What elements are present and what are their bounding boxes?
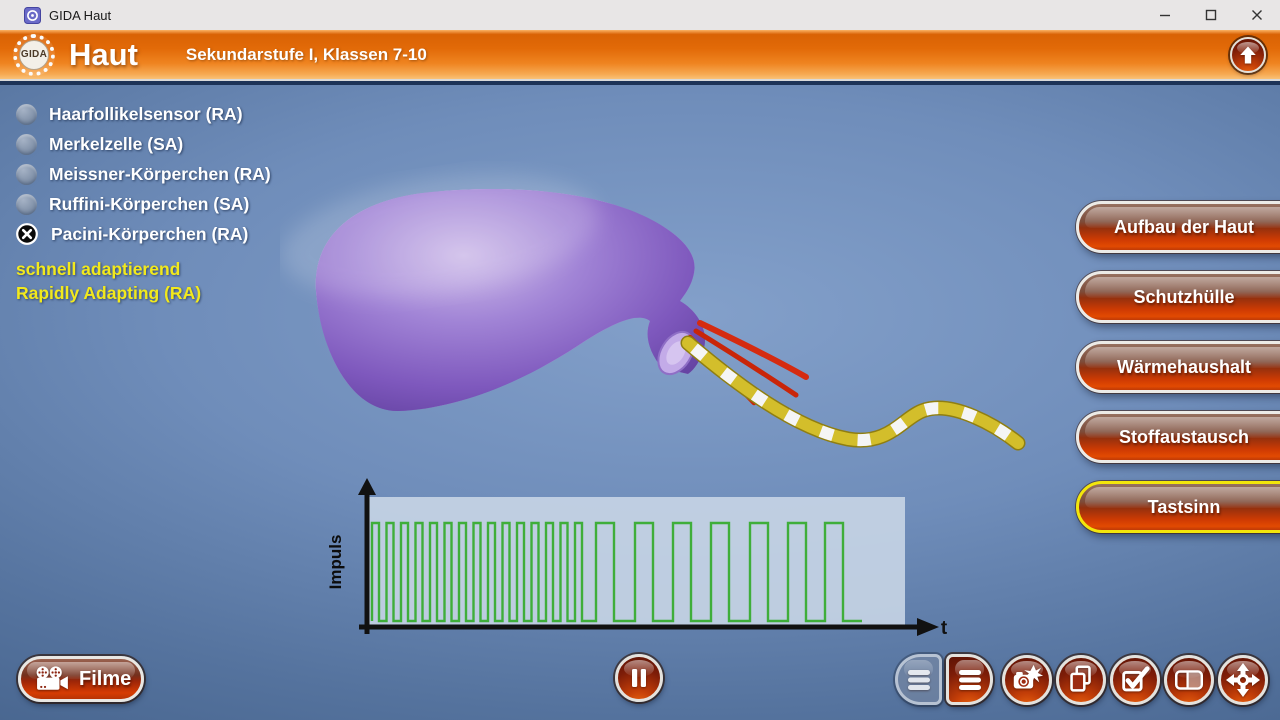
gida-logo-text: GIDA <box>19 39 49 70</box>
menu-bars-icon <box>958 669 981 690</box>
snapshot-button[interactable] <box>1002 654 1052 705</box>
x-axis-label: t <box>941 618 948 639</box>
adaptation-note-en: Rapidly Adapting (RA) <box>16 283 202 303</box>
menu-panel-left-button <box>895 654 942 705</box>
topic-button-w-rmehaushalt[interactable]: Wärmehaushalt <box>1076 341 1280 393</box>
radio-unselected-icon <box>16 103 37 125</box>
receptor-option-label: Pacini-Körperchen (RA) <box>51 223 249 244</box>
impulse-waveform <box>370 521 862 623</box>
topic-button-aufbau-der-haut[interactable]: Aufbau der Haut <box>1076 201 1280 253</box>
adaptation-note: schnell adaptierend Rapidly Adapting (RA… <box>16 257 201 305</box>
filme-button[interactable]: Filme <box>18 656 144 702</box>
x-axis-arrow <box>917 618 939 636</box>
scroll-up-button[interactable] <box>1230 37 1266 73</box>
topic-button-label: Stoffaustausch <box>1118 426 1250 447</box>
adaptation-note-de: schnell adaptierend <box>16 259 181 279</box>
receptor-option-label: Meissner-Körperchen (RA) <box>49 163 271 184</box>
menu-panel-right-button[interactable] <box>946 654 993 705</box>
radio-unselected-icon <box>16 163 37 185</box>
receptor-option-2[interactable]: Merkelzelle (SA) <box>0 129 271 159</box>
up-arrow-icon <box>1240 46 1256 64</box>
topic-button-schutzh-lle[interactable]: Schutzhülle <box>1076 271 1280 323</box>
gida-logo: GIDA <box>13 33 55 76</box>
close-button[interactable] <box>1234 0 1280 30</box>
window-title: GIDA Haut <box>49 7 112 23</box>
header-divider-light <box>0 79 1280 81</box>
nerve-ending-upper <box>697 320 809 380</box>
app-icon <box>24 6 41 24</box>
navigate-button[interactable] <box>1218 654 1268 705</box>
main-stage: Haarfollikelsensor (RA) Merkelzelle (SA) M… <box>0 85 1280 720</box>
receptor-option-1[interactable]: Haarfollikelsensor (RA) <box>0 99 271 129</box>
topic-button-label: Schutzhülle <box>1133 286 1235 307</box>
corpuscle-capsule <box>281 174 706 411</box>
copy-button[interactable] <box>1056 654 1106 705</box>
header-divider-dark <box>0 81 1280 85</box>
copy-pages-icon <box>1070 665 1091 692</box>
receptor-option-3[interactable]: Meissner-Körperchen (RA) <box>0 159 271 189</box>
window-titlebar: GIDA Haut <box>0 0 1280 30</box>
app-subtitle: Sekundarstufe I, Klassen 7-10 <box>185 44 427 64</box>
impulse-chart: t Impuls <box>326 478 948 639</box>
filme-button-label: Filme <box>79 667 132 690</box>
camera-flash-icon <box>1013 664 1044 688</box>
topic-button-label: Wärmehaushalt <box>1116 356 1252 377</box>
radio-selected-icon <box>16 223 38 245</box>
pause-button[interactable] <box>615 654 663 702</box>
window-panes-icon <box>1174 669 1204 690</box>
y-axis-arrow <box>358 478 376 495</box>
radio-unselected-icon <box>16 193 37 215</box>
receptor-option-label: Merkelzelle (SA) <box>49 133 184 154</box>
pause-icon <box>632 669 646 687</box>
y-axis-label: Impuls <box>326 535 345 590</box>
receptor-option-label: Haarfollikelsensor (RA) <box>49 103 243 124</box>
bottom-toolbar <box>895 654 1268 705</box>
navigate-arrows-icon <box>1226 662 1260 697</box>
window-layout-button[interactable] <box>1164 654 1214 705</box>
app-header: GIDA Haut Sekundarstufe I, Klassen 7-10 <box>0 30 1280 79</box>
checkbox-check-icon <box>1122 665 1150 691</box>
topic-button-label: Tastsinn <box>1147 496 1221 517</box>
quiz-check-button[interactable] <box>1110 654 1160 705</box>
app-title: Haut <box>69 36 138 72</box>
minimize-button[interactable] <box>1142 0 1188 30</box>
receptor-list: Haarfollikelsensor (RA) Merkelzelle (SA) M… <box>0 99 271 249</box>
topic-button-stoffaustausch[interactable]: Stoffaustausch <box>1076 411 1280 463</box>
receptor-option-5[interactable]: Pacini-Körperchen (RA) <box>0 219 271 249</box>
maximize-button[interactable] <box>1188 0 1234 30</box>
topic-button-label: Aufbau der Haut <box>1113 216 1254 237</box>
film-camera-icon <box>36 666 68 690</box>
nerve-ending-middle <box>693 328 799 398</box>
menu-bars-icon <box>907 669 930 690</box>
radio-unselected-icon <box>16 133 37 155</box>
topic-button-tastsinn[interactable]: Tastsinn <box>1076 481 1280 533</box>
receptor-option-label: Ruffini-Körperchen (SA) <box>49 193 250 214</box>
receptor-option-4[interactable]: Ruffini-Körperchen (SA) <box>0 189 271 219</box>
pacini-corpuscle-model <box>281 174 1060 481</box>
